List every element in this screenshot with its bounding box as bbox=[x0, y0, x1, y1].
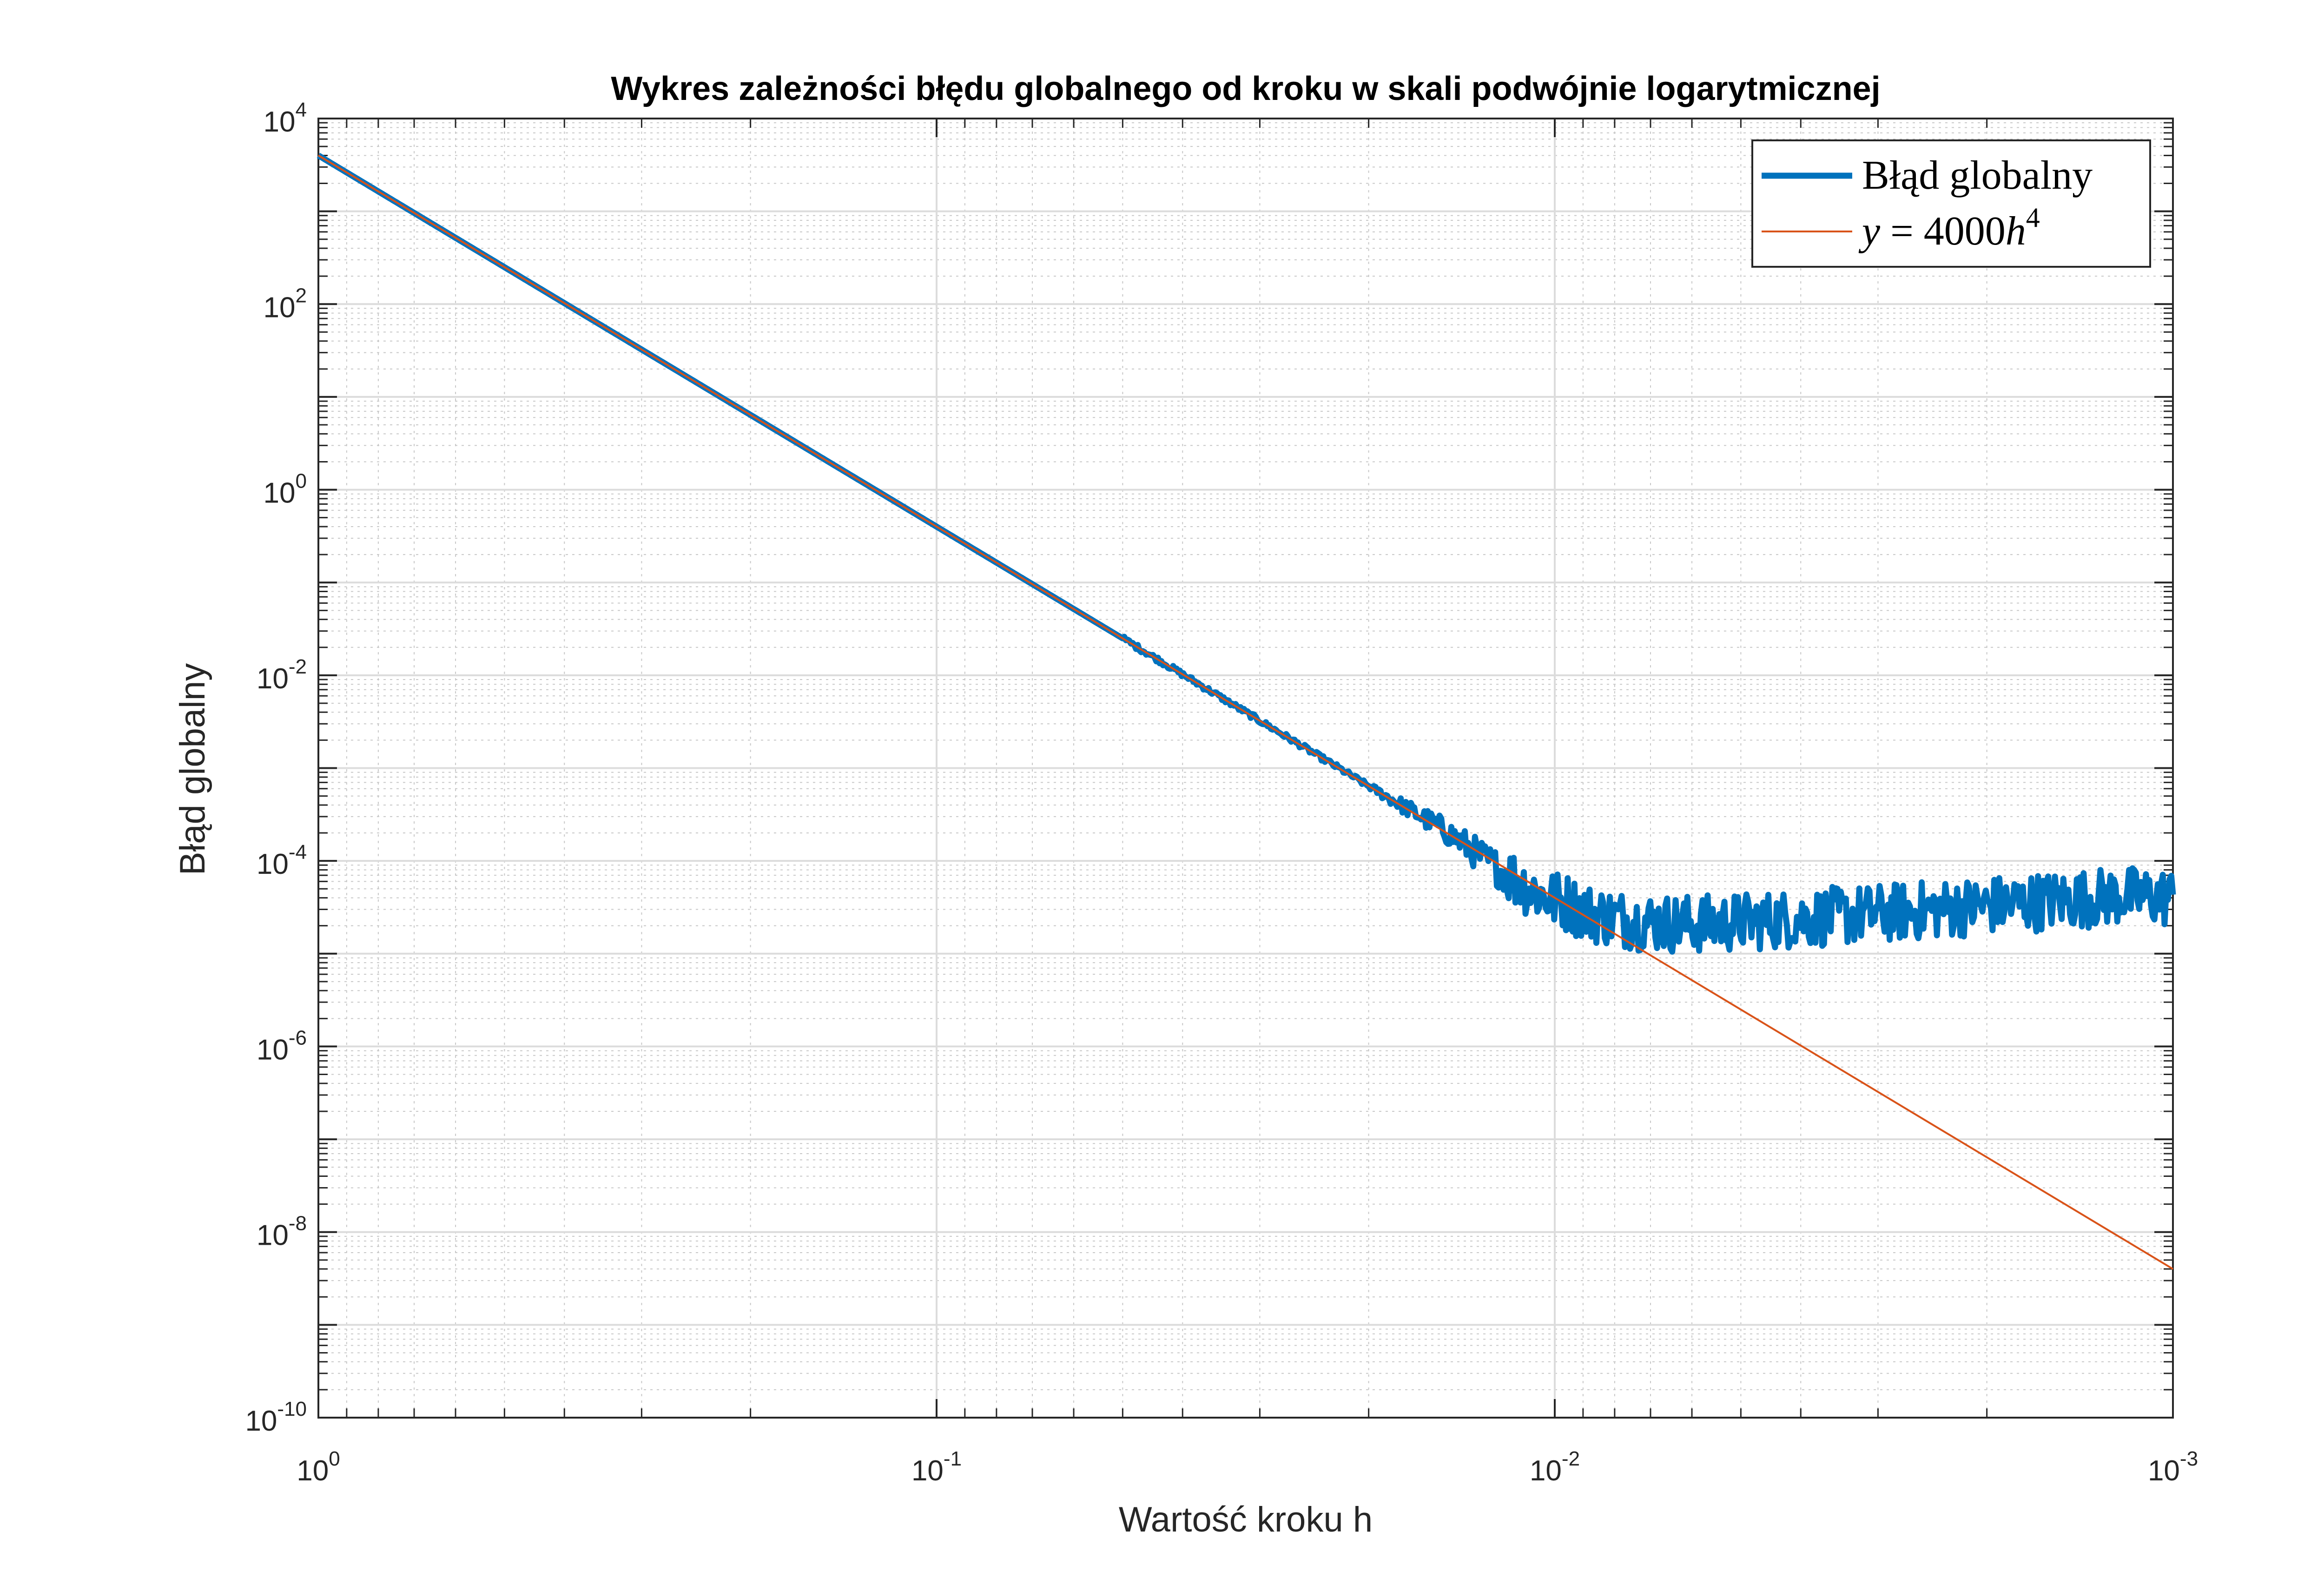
y-tick-label: 100 bbox=[264, 470, 307, 509]
chart-title: Wykres zależności błędu globalnego od kr… bbox=[611, 70, 1880, 107]
tick-labels: 100 10-1 10-2 10-3 10-10 10-8 10-6 10-4 10-2 100 1… bbox=[245, 99, 2198, 1487]
legend: Błąd globalny y = 4000h4 bbox=[1751, 139, 2151, 268]
y-tick-label: 10-2 bbox=[257, 655, 307, 695]
y-tick-label: 10-10 bbox=[245, 1398, 307, 1437]
x-axis-label: Wartość kroku h bbox=[1119, 1500, 1373, 1539]
y-tick-label: 10-6 bbox=[257, 1026, 307, 1066]
legend-box bbox=[1751, 139, 2151, 268]
legend-label-reference: y = 4000h4 bbox=[1858, 202, 2040, 254]
y-tick-label: 10-4 bbox=[257, 841, 307, 880]
series-layer bbox=[317, 152, 2176, 1270]
x-tick-label: 10-2 bbox=[1530, 1447, 1580, 1487]
x-tick-label: 100 bbox=[297, 1447, 340, 1487]
y-tick-label: 104 bbox=[264, 99, 307, 138]
ticks bbox=[317, 118, 2174, 1419]
series-reference-4000h4 bbox=[317, 154, 2174, 1270]
legend-label-blad-globalny: Błąd globalny bbox=[1862, 153, 2093, 198]
y-axis-label: Błąd globalny bbox=[173, 663, 212, 875]
x-tick-label: 10-3 bbox=[2148, 1447, 2198, 1487]
y-tick-label: 10-8 bbox=[257, 1212, 307, 1252]
x-tick-label: 10-1 bbox=[911, 1447, 962, 1487]
y-tick-label: 102 bbox=[264, 284, 307, 324]
